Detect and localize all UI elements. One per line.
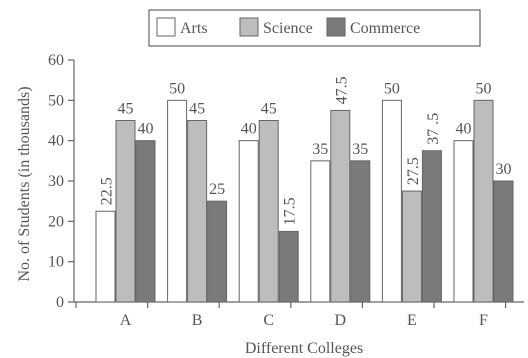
data-label: 27.5 — [405, 157, 422, 185]
data-label: 47.5 — [333, 76, 350, 104]
y-tick-label: 20 — [48, 213, 64, 230]
data-label: 35 — [352, 141, 368, 158]
bar-arts-e — [381, 99, 402, 303]
bar-commerce-e — [421, 150, 442, 303]
data-label: 50 — [169, 80, 185, 97]
y-tick-label: 60 — [48, 52, 64, 69]
data-label: 22.5 — [99, 177, 116, 205]
legend-box — [148, 9, 481, 47]
data-label: 45 — [118, 101, 134, 118]
y-tick-label: 0 — [56, 294, 64, 311]
data-label: 40 — [456, 121, 472, 138]
x-tick-label: F — [479, 312, 488, 329]
x-axis-label: Different Colleges — [245, 340, 363, 357]
bar-science-d — [330, 109, 351, 303]
data-label: 40 — [138, 121, 154, 138]
data-label: 40 — [241, 121, 257, 138]
y-axis-label: No. of Students (in thousands) — [16, 86, 33, 281]
data-label: 25 — [209, 181, 225, 198]
y-tick-label: 50 — [48, 92, 64, 109]
data-label: 17.5 — [282, 197, 299, 225]
bar-commerce-d — [350, 160, 371, 303]
legend-label-arts: Arts — [180, 20, 208, 37]
data-label: 30 — [496, 161, 512, 178]
bar-arts-f — [453, 140, 474, 303]
bar-science-c — [258, 120, 279, 303]
data-label: 50 — [384, 80, 400, 97]
x-tick-label: B — [192, 312, 203, 329]
x-tick-label: D — [335, 312, 347, 329]
data-label: 37 .5 — [425, 113, 442, 145]
bar-commerce-f — [493, 180, 514, 303]
x-tick-label: C — [263, 312, 274, 329]
bar-commerce-c — [278, 230, 299, 303]
data-label: 45 — [189, 101, 205, 118]
legend-swatch-science — [239, 17, 259, 37]
x-tick-label: E — [407, 312, 417, 329]
legend-label-science: Science — [263, 20, 313, 37]
x-tick-label: A — [120, 312, 132, 329]
bar-commerce-a — [135, 140, 156, 303]
data-label: 50 — [476, 80, 492, 97]
bar-arts-c — [238, 140, 259, 303]
bars — [95, 99, 514, 303]
data-label: 45 — [261, 101, 277, 118]
bar-science-b — [187, 120, 208, 303]
bar-arts-d — [310, 160, 331, 303]
legend: Arts Science Commerce — [148, 9, 481, 47]
legend-swatch-commerce — [326, 17, 346, 37]
bar-science-f — [473, 99, 494, 303]
bar-arts-a — [95, 210, 116, 303]
y-tick-label: 30 — [48, 173, 64, 190]
legend-label-commerce: Commerce — [350, 20, 420, 37]
legend-swatch-arts — [156, 17, 176, 37]
bar-commerce-b — [207, 200, 228, 303]
y-tick-label: 10 — [48, 254, 64, 271]
bar-arts-b — [167, 99, 188, 303]
data-label: 35 — [312, 141, 328, 158]
bar-science-e — [401, 190, 422, 303]
y-tick-label: 40 — [48, 133, 64, 150]
bar-science-a — [115, 120, 136, 303]
